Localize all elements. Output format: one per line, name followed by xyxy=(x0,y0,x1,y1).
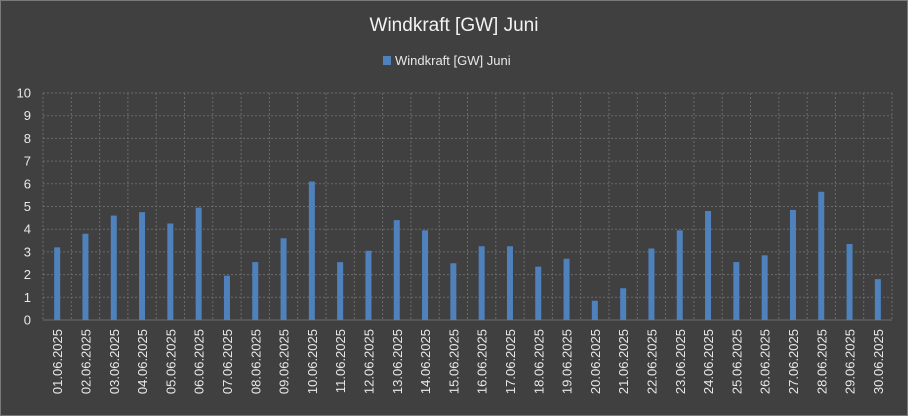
y-tick-label: 7 xyxy=(24,154,31,169)
bar xyxy=(535,266,542,320)
bar xyxy=(846,243,853,320)
x-tick-label: 17.06.2025 xyxy=(503,329,518,394)
x-tick-label: 02.06.2025 xyxy=(78,329,93,394)
x-tick-label: 09.06.2025 xyxy=(277,329,292,394)
bar xyxy=(818,191,825,320)
x-tick-label: 18.06.2025 xyxy=(531,329,546,394)
x-tick-label: 15.06.2025 xyxy=(446,329,461,394)
y-tick-label: 8 xyxy=(24,131,31,146)
x-tick-label: 13.06.2025 xyxy=(390,329,405,394)
legend-swatch xyxy=(383,56,391,65)
y-tick-label: 1 xyxy=(24,290,31,305)
x-tick-label: 04.06.2025 xyxy=(135,329,150,394)
x-tick-label: 22.06.2025 xyxy=(644,329,659,394)
bar xyxy=(337,262,344,320)
y-axis: 0 1 2 3 4 5 6 7 8 9 10 xyxy=(17,86,31,328)
bar xyxy=(280,238,287,320)
x-axis: 01.06.2025 02.06.2025 03.06.2025 04.06.2025… xyxy=(50,329,886,394)
x-tick-label: 19.06.2025 xyxy=(560,329,575,394)
bar xyxy=(54,247,61,320)
bar xyxy=(308,181,315,320)
bar xyxy=(761,255,768,320)
y-tick-label: 9 xyxy=(24,108,31,123)
grid xyxy=(42,92,893,321)
x-tick-label: 08.06.2025 xyxy=(248,329,263,394)
x-tick-label: 10.06.2025 xyxy=(305,329,320,394)
bar xyxy=(648,248,655,320)
bar xyxy=(167,223,174,320)
bar xyxy=(874,279,881,320)
x-tick-label: 21.06.2025 xyxy=(616,329,631,394)
y-tick-label: 0 xyxy=(24,313,31,328)
bar xyxy=(139,212,146,320)
bar xyxy=(676,230,683,320)
bar xyxy=(478,246,485,320)
y-tick-label: 5 xyxy=(24,199,31,214)
x-tick-label: 27.06.2025 xyxy=(786,329,801,394)
x-tick-label: 29.06.2025 xyxy=(843,329,858,394)
x-tick-label: 28.06.2025 xyxy=(814,329,829,394)
bars xyxy=(54,181,881,320)
x-tick-label: 06.06.2025 xyxy=(192,329,207,394)
x-tick-label: 11.06.2025 xyxy=(333,329,348,393)
x-tick-label: 24.06.2025 xyxy=(701,329,716,394)
x-tick-label: 26.06.2025 xyxy=(758,329,773,394)
y-tick-label: 6 xyxy=(24,176,31,191)
bar xyxy=(591,300,598,320)
bar xyxy=(223,275,230,320)
y-tick-label: 10 xyxy=(17,86,31,101)
legend: Windkraft [GW] Juni xyxy=(383,53,511,68)
chart-title: Windkraft [GW] Juni xyxy=(370,15,539,36)
bar xyxy=(422,230,429,320)
bar xyxy=(393,220,400,320)
x-tick-label: 05.06.2025 xyxy=(163,329,178,394)
bar xyxy=(450,263,457,320)
x-tick-label: 16.06.2025 xyxy=(475,329,490,394)
bar xyxy=(733,262,740,320)
bar xyxy=(563,258,570,320)
x-tick-label: 30.06.2025 xyxy=(871,329,886,394)
bar xyxy=(705,211,712,320)
y-tick-label: 2 xyxy=(24,267,31,282)
bar xyxy=(82,233,89,320)
x-tick-label: 25.06.2025 xyxy=(729,329,744,394)
x-tick-label: 14.06.2025 xyxy=(418,329,433,394)
legend-label: Windkraft [GW] Juni xyxy=(395,53,511,68)
x-tick-label: 07.06.2025 xyxy=(220,329,235,394)
x-tick-label: 20.06.2025 xyxy=(588,329,603,394)
y-tick-label: 4 xyxy=(24,222,31,237)
bar xyxy=(365,250,372,320)
bar xyxy=(195,207,202,320)
bar xyxy=(620,288,627,320)
bar xyxy=(110,215,117,320)
x-tick-label: 03.06.2025 xyxy=(107,329,122,394)
bar xyxy=(506,246,513,320)
x-tick-label: 12.06.2025 xyxy=(361,329,376,394)
y-tick-label: 3 xyxy=(24,244,31,259)
bar xyxy=(252,262,259,320)
bar xyxy=(789,209,796,320)
x-tick-label: 01.06.2025 xyxy=(50,329,65,394)
x-tick-label: 23.06.2025 xyxy=(673,329,688,394)
